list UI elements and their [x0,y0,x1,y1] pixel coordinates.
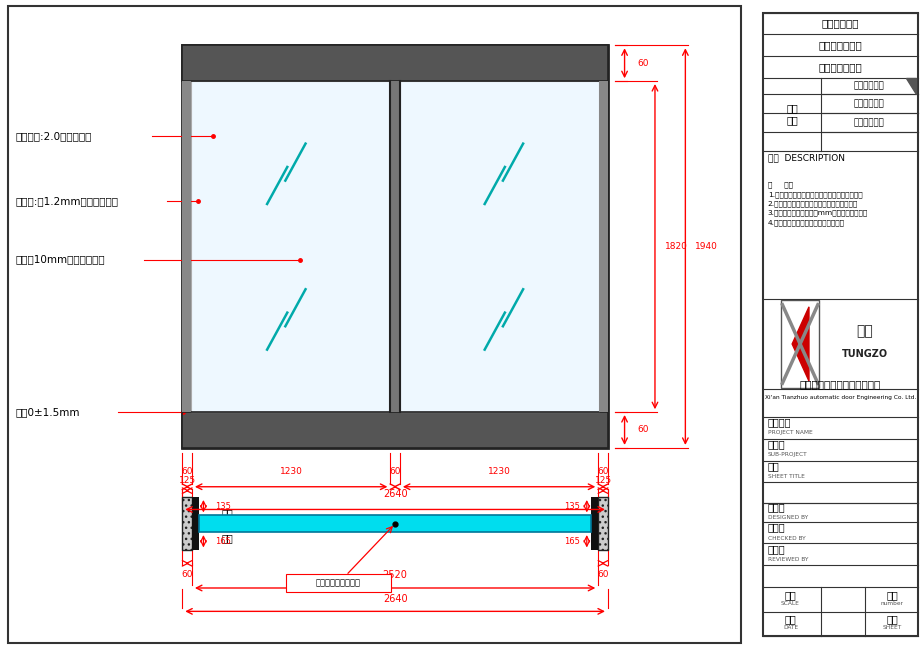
Text: 門框骨架:2.0鋅合金鋼管: 門框骨架:2.0鋅合金鋼管 [15,131,91,141]
Text: 圖號: 圖號 [886,615,898,624]
Text: 1940: 1940 [695,242,718,251]
Polygon shape [792,307,809,381]
Text: 1230: 1230 [280,467,303,476]
Text: DATE: DATE [783,625,798,630]
Bar [182,45,608,81]
Bar [192,497,199,550]
Text: 備     注：
1.圖紙版權屬公司所有，未經允許，不得復印。
2.圖紙中尺寸僅供參考，應以現場測量為準。
3.圖上所有尺寸單位均為mm，除非另有標注。
4.最: 備 注： 1.圖紙版權屬公司所有，未經允許，不得復印。 2.圖紙中尺寸僅供參考，… [768,182,869,226]
Text: 60: 60 [181,570,192,579]
Text: 圖紙
階段: 圖紙 階段 [787,103,798,125]
FancyBboxPatch shape [286,574,391,592]
Text: 校對人: 校對人 [768,522,786,533]
Text: 子項目: 子項目 [768,439,786,450]
Text: 室內: 室內 [222,508,233,519]
Text: TUNGZO: TUNGZO [842,349,888,359]
Text: 60: 60 [638,426,649,434]
Text: CHECKED BY: CHECKED BY [768,535,806,541]
Text: 設計人: 設計人 [768,502,786,513]
Text: 日期: 日期 [785,615,797,624]
Polygon shape [906,78,916,94]
Text: 編號: 編號 [886,591,898,600]
Text: 60: 60 [638,59,649,67]
Text: SCALE: SCALE [781,601,799,606]
Text: DESIGNED BY: DESIGNED BY [768,515,808,520]
Text: 60: 60 [598,467,609,476]
Text: 理論設計尺寸: 理論設計尺寸 [854,82,885,90]
Bar [391,81,400,412]
Text: number: number [880,601,904,606]
Text: 2640: 2640 [383,594,407,604]
Text: 天卓: 天卓 [857,324,873,338]
Text: 室外: 室外 [222,533,233,543]
Text: Xi'an Tianzhuo automatic door Engineering Co. Ltd.: Xi'an Tianzhuo automatic door Engineerin… [764,395,916,400]
Bar [599,81,608,412]
Text: 圖名: 圖名 [768,461,780,471]
Text: 125: 125 [179,476,196,485]
Text: 洞口成型尺寸: 洞口成型尺寸 [854,99,885,108]
Bar [199,515,591,532]
Text: SUB-PROJECT: SUB-PROJECT [768,452,808,458]
Text: 說明  DESCRIPTION: 說明 DESCRIPTION [768,153,845,162]
Bar [182,81,192,412]
Text: 實際下單尺寸: 實際下單尺寸 [854,118,885,127]
Text: 專用玻璃膠連接固定: 專用玻璃膠連接固定 [316,578,361,587]
Text: SHEET: SHEET [882,625,902,630]
Text: 165: 165 [564,537,580,546]
Text: 監理方確認簽字: 監理方確認簽字 [819,62,862,72]
Text: 2640: 2640 [383,489,407,499]
Text: 165: 165 [215,537,230,546]
Bar [182,412,608,448]
Text: 125: 125 [594,476,612,485]
Text: 60: 60 [390,467,401,476]
Bar [400,81,599,412]
Bar [182,412,608,448]
Bar [182,497,192,550]
Text: 西安天卓自動門工程有限公司: 西安天卓自動門工程有限公司 [799,379,881,389]
Text: SHEET TITLE: SHEET TITLE [768,474,805,479]
Bar [182,45,608,81]
Text: 135: 135 [215,502,230,511]
Text: REVIEWED BY: REVIEWED BY [768,557,809,561]
Bar [591,497,599,550]
Text: 使用方確認簽字: 使用方確認簽字 [819,40,862,50]
Text: 甲方確認簽字: 甲方確認簽字 [822,18,859,29]
Text: 比例: 比例 [785,591,797,600]
Text: 水平0±1.5mm: 水平0±1.5mm [15,407,80,417]
Text: 1820: 1820 [665,242,688,251]
Bar [781,300,820,388]
Text: 外飾面:標1.2mm厚不銹鋼鍍銅: 外飾面:標1.2mm厚不銹鋼鍍銅 [15,196,118,206]
Text: 2520: 2520 [382,570,408,580]
Text: 1230: 1230 [487,467,510,476]
Text: 工程名稱: 工程名稱 [768,417,791,428]
Text: 審核人: 審核人 [768,544,786,554]
Bar [182,45,608,448]
Text: 玻璃：10mm鋼化安全玻璃: 玻璃：10mm鋼化安全玻璃 [15,254,105,265]
Text: PROJECT NAME: PROJECT NAME [768,430,812,435]
Text: 60: 60 [181,467,192,476]
Text: 60: 60 [598,570,609,579]
Bar [599,497,608,550]
Text: 135: 135 [564,502,580,511]
Bar [192,81,391,412]
